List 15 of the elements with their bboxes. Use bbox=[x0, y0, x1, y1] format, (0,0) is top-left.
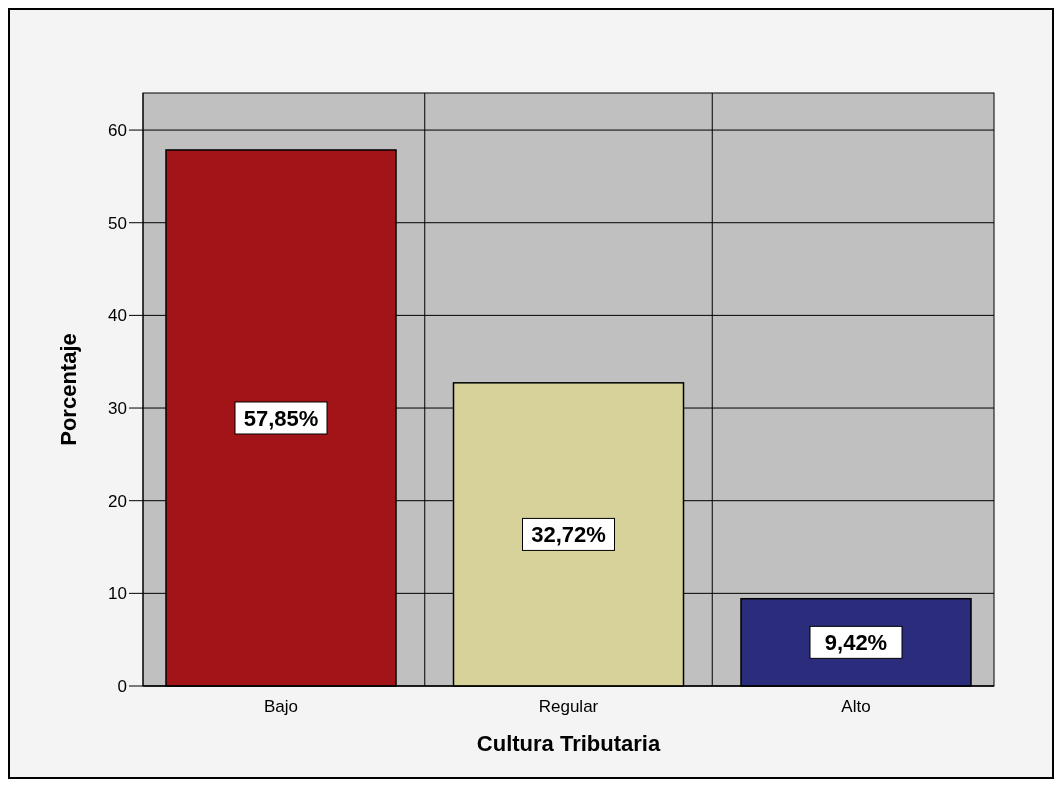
y-tick-label: 50 bbox=[108, 213, 127, 233]
y-tick-label: 20 bbox=[108, 491, 127, 511]
y-tick-label: 30 bbox=[108, 399, 127, 419]
x-tick-label: Alto bbox=[841, 697, 871, 716]
x-axis-title: Cultura Tributaria bbox=[476, 731, 661, 756]
y-axis-title: Porcentaje bbox=[56, 333, 81, 446]
x-tick-label: Regular bbox=[538, 697, 599, 716]
y-tick-label: 10 bbox=[108, 584, 127, 604]
data-label: 57,85% bbox=[243, 405, 319, 431]
y-tick-label: 60 bbox=[108, 121, 127, 141]
y-tick-label: 0 bbox=[117, 677, 127, 696]
data-label: 32,72% bbox=[531, 522, 606, 548]
x-tick-label: Bajo bbox=[263, 697, 299, 716]
data-label: 9,42% bbox=[824, 630, 888, 656]
y-tick-label: 40 bbox=[108, 306, 127, 326]
